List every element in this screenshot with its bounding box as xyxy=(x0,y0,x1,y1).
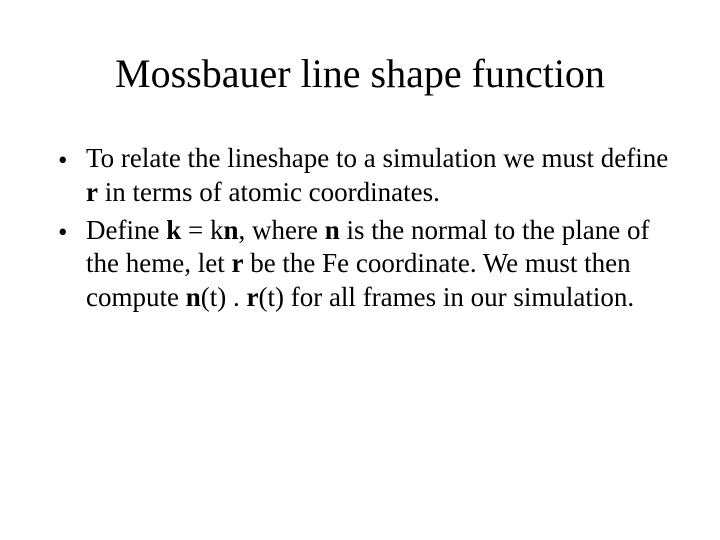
bullet-text: To relate the lineshape to a simulation … xyxy=(86,142,670,210)
bullet-item: •To relate the lineshape to a simulation… xyxy=(58,142,670,210)
bullet-item: •Define k = kn, where n is the normal to… xyxy=(58,214,670,315)
slide-title: Mossbauer line shape function xyxy=(50,50,670,97)
bullet-text: Define k = kn, where n is the normal to … xyxy=(86,214,670,315)
bullet-dot-icon: • xyxy=(58,214,86,250)
bullet-dot-icon: • xyxy=(58,142,86,178)
bullet-list: •To relate the lineshape to a simulation… xyxy=(50,142,670,315)
